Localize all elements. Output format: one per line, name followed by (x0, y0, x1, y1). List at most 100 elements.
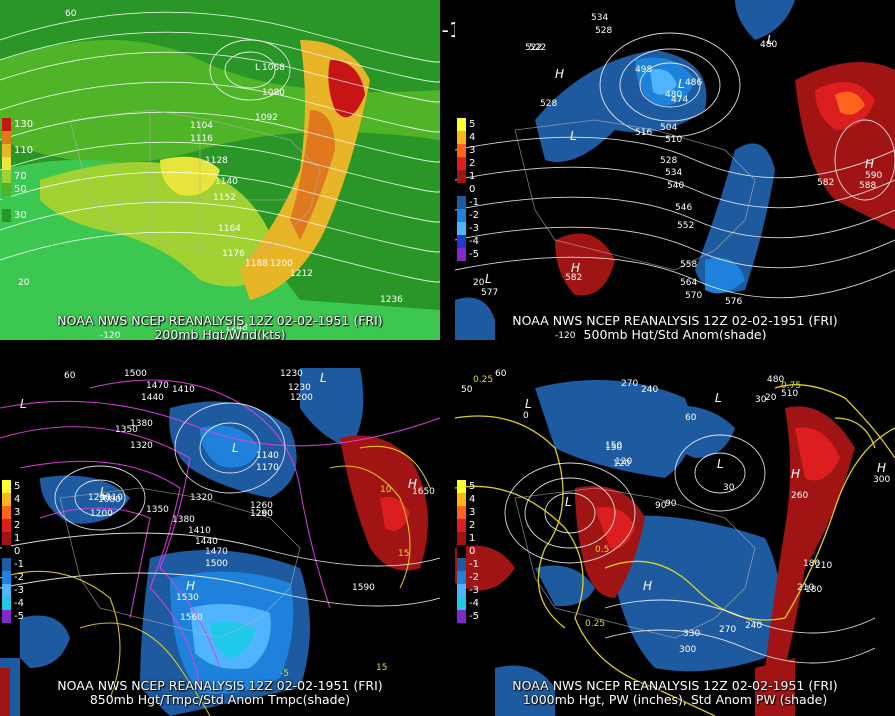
contour-label: 1260 (250, 509, 273, 519)
pressure-label: H (877, 461, 886, 475)
contour-label: 1590 (352, 583, 375, 593)
contour-label: 1290 (88, 493, 111, 503)
contour-label: 486 (685, 78, 702, 88)
pressure-label: H (186, 579, 195, 593)
contour-label: 270 (719, 625, 736, 635)
lat-label: 60 (65, 9, 77, 19)
pressure-label: L (767, 33, 774, 47)
pressure-label: L (570, 129, 577, 143)
pressure-label: L (717, 457, 724, 471)
contour-label: 590 (865, 171, 882, 181)
contour-label: 1290 (250, 509, 273, 519)
pressure-label: L (100, 485, 107, 499)
contour-label: 528 (540, 99, 557, 109)
contour-label: 15 (398, 549, 409, 559)
contour-label: 588 (859, 181, 876, 191)
contour-label: 300 (679, 645, 696, 655)
contour-label: 260 (791, 491, 808, 501)
contour-label: 180 (805, 585, 822, 595)
contour-label: 582 (817, 178, 834, 188)
lat-label: 60 (495, 369, 507, 379)
contour-label: 60 (685, 413, 697, 423)
contour-label: 1176 (222, 249, 245, 259)
contour-label: 210 (815, 561, 832, 571)
pressure-label: L (678, 77, 685, 91)
contour-label: 1320 (130, 441, 153, 451)
contour-label: 240 (641, 385, 658, 395)
contour-label: 504 (660, 123, 677, 133)
contour-label: 1200 (270, 259, 293, 269)
pressure-label: H (865, 157, 874, 171)
lat-label: 20 (473, 278, 485, 288)
panel-500mb: 534 528 522 498 486 480 474 504 510 516 … (455, 0, 895, 340)
contour-label: 270 (621, 379, 638, 389)
pressure-label: H (643, 579, 652, 593)
contour-label: 528 (660, 156, 677, 166)
map-200mb: L 1068 1080 1092 1104 1116 1128 1140 115… (0, 0, 440, 340)
contour-label: 0.75 (781, 381, 801, 391)
contour-label: 528 (595, 26, 612, 36)
lat-label: 60 (64, 371, 76, 381)
pressure-label: L (715, 391, 722, 405)
contour-label: 1200 (90, 509, 113, 519)
contour-label: 1320 (190, 493, 213, 503)
contour-label: 522 (529, 43, 546, 53)
lat-label: 50 (461, 385, 473, 395)
pressure-label: H (555, 67, 564, 81)
contour-label: 1188 (245, 259, 268, 269)
contour-label: 1440 (141, 393, 164, 403)
contour-label: 90 (655, 501, 667, 511)
contour-label: 1140 (256, 451, 279, 461)
panel-850mb: 1500 1470 1440 1410 1380 1350 1320 1290 … (0, 368, 440, 716)
contour-label: 1230 (288, 383, 311, 393)
contour-label: 534 (665, 168, 682, 178)
contour-label: 1170 (256, 463, 279, 473)
pressure-label: L (485, 272, 492, 286)
contour-label: 1104 (190, 121, 213, 131)
contour-label: 30 (723, 483, 735, 493)
contour-label: 1440 (195, 537, 218, 547)
contour-label: 1092 (255, 113, 278, 123)
contour-label: 510 (665, 135, 682, 145)
contour-label: 1110 (100, 493, 123, 503)
contour-label: 1230 (280, 369, 303, 379)
legend-850mb: 5 4 3 2 1 0 -1 -2 -3 -4 -5 (2, 480, 36, 623)
map-1000mb: 0.25 270 240 210 180 150 120 90 60 30 0 … (455, 368, 895, 716)
lat-label: 20 (18, 278, 30, 288)
contour-label: 240 (745, 621, 762, 631)
pressure-label: L (525, 397, 532, 411)
caption-200mb: NOAA NWS NCEP REANALYSIS 12Z 02-02-1951 … (57, 313, 383, 341)
pressure-label: L (565, 495, 572, 509)
contour-label: 1500 (124, 369, 147, 379)
contour-label: 577 (481, 288, 498, 298)
contour-label: 1128 (205, 156, 228, 166)
contour-label: 474 (671, 95, 688, 105)
contour-label: 552 (677, 221, 694, 231)
map-500mb: 534 528 522 498 486 480 474 504 510 516 … (455, 0, 895, 340)
contour-label: 1470 (205, 547, 228, 557)
contour-label: 480 (665, 90, 682, 100)
contour-label: 20 (765, 393, 777, 403)
contour-label: 180 (803, 559, 820, 569)
lon-label: -120 (100, 331, 121, 340)
panel-200mb: L 1068 1080 1092 1104 1116 1128 1140 115… (0, 0, 440, 340)
pressure-label: L (255, 63, 260, 73)
contour-label: 210 (797, 583, 814, 593)
contour-label: 558 (680, 260, 697, 270)
contour-label: 522 (525, 43, 542, 53)
contour-label: 516 (635, 128, 652, 138)
contour-label: 1260 (250, 501, 273, 511)
contour-label: 150 (605, 441, 622, 451)
contour-label: 1380 (172, 515, 195, 525)
contour-label: 10 (380, 485, 392, 495)
contour-label: 1410 (188, 526, 211, 536)
legend-200mb: 130 110 70 50 30 (2, 118, 36, 222)
contour-label: 498 (635, 65, 652, 75)
contour-label: 510 (781, 389, 798, 399)
pressure-label: L (232, 441, 239, 455)
contour-label: 1080 (262, 88, 285, 98)
pressure-label: H (408, 477, 417, 491)
contour-label: 300 (873, 475, 890, 485)
contour-label: 1080 (98, 495, 121, 505)
